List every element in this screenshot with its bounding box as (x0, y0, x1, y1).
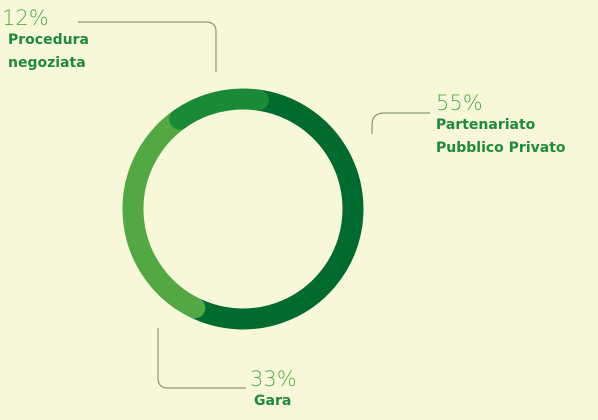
leader-line (78, 21, 217, 72)
category-label: Partenariato Pubblico Privato (436, 117, 566, 156)
label-group: 12% Procedura negoziata (2, 7, 122, 75)
donut-segment (169, 88, 269, 130)
value-label: 55% (436, 91, 483, 115)
category-label: Procedura negoziata (8, 32, 89, 71)
label-group: 33% Gara (250, 368, 370, 413)
leader-line (371, 112, 430, 134)
donut-segment (122, 108, 206, 319)
value-label: 12% (2, 6, 49, 30)
label-group: 55% Partenariato Pubblico Privato (436, 92, 596, 160)
category-label: Gara (254, 393, 292, 409)
donut-segment (184, 89, 364, 330)
leader-line (157, 328, 246, 389)
value-label: 33% (250, 367, 297, 391)
